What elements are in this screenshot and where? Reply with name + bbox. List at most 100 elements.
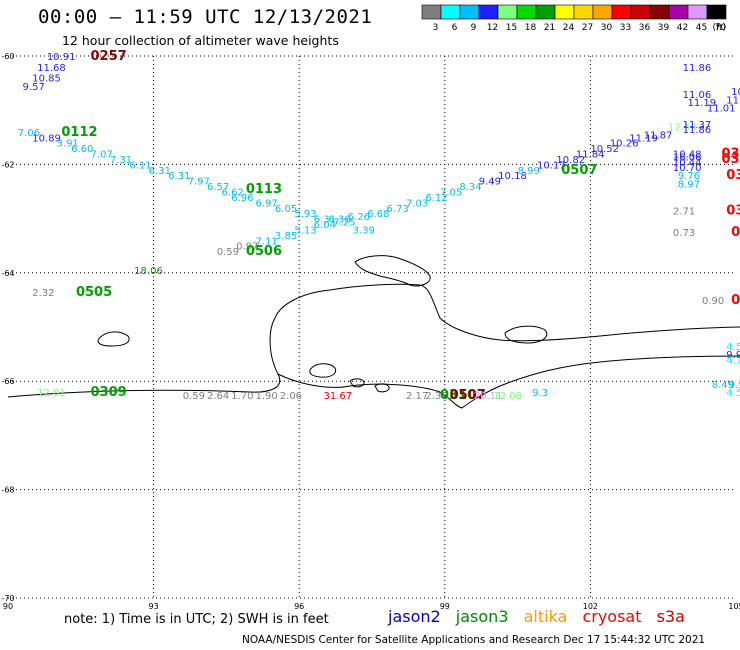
- wave-height-label: 7.05: [440, 188, 462, 199]
- color-bin-18: [516, 4, 537, 20]
- color-bin-label: 30: [601, 23, 613, 33]
- color-bin-label: 21: [544, 23, 555, 33]
- pass-time-label: 034: [726, 203, 740, 218]
- island-2: [504, 325, 548, 344]
- wave-height-label: 8.34: [459, 182, 481, 193]
- wave-height-label: 8.49: [712, 380, 734, 391]
- y-tick-label: -60: [1, 52, 14, 61]
- color-scale-unit: (ft): [712, 23, 726, 33]
- wave-height-label: 10.17: [537, 160, 566, 171]
- color-bin-label: 6: [452, 23, 458, 33]
- color-bin-label: 24: [563, 23, 575, 33]
- color-bin-6: [440, 4, 461, 20]
- color-bin-9: [459, 4, 480, 20]
- pass-time-label: 0112: [61, 125, 97, 140]
- wave-height-label: 7.97: [188, 177, 210, 188]
- color-bin-label: 15: [506, 23, 517, 33]
- color-bin-24: [554, 4, 575, 20]
- wave-height-label: 11.19: [629, 133, 658, 144]
- color-bin-21: [535, 4, 556, 20]
- color-bin-label: 36: [639, 23, 651, 33]
- wave-height-label: 7.31: [110, 155, 132, 166]
- chart-subtitle: 12 hour collection of altimeter wave hei…: [62, 33, 339, 48]
- color-bin-label: 33: [620, 23, 631, 33]
- color-bin-label: 39: [658, 23, 670, 33]
- wave-height-label: 10.48: [673, 150, 702, 161]
- pass-time-label: 0309: [91, 385, 127, 400]
- y-tick-label: -62: [1, 160, 14, 169]
- pass-time-label: 0348: [721, 152, 740, 167]
- wave-height-label: 0.59: [217, 247, 239, 258]
- wave-height-label: 2.32: [32, 288, 54, 299]
- wave-height-label: 9.3: [532, 388, 548, 399]
- wave-height-label: 20.11: [474, 391, 503, 402]
- wave-height-label: 6.11: [129, 160, 151, 171]
- color-bin-45: [687, 4, 708, 20]
- wave-height-label: 6.97: [256, 198, 278, 209]
- wave-height-label: 11.86: [683, 63, 712, 74]
- satellite-s3a: s3a: [656, 607, 685, 626]
- color-bin-36: [630, 4, 651, 20]
- wave-height-label: 16.06: [673, 152, 702, 163]
- wave-height-label: 11.29: [726, 95, 740, 106]
- wave-height-label: 1.70: [231, 391, 253, 402]
- wave-height-label: 6.26: [348, 212, 370, 223]
- wave-height-label: 9.97: [726, 350, 740, 361]
- satellite-jason2: jason2: [388, 607, 441, 626]
- wave-height-label: 6.60: [71, 144, 93, 155]
- wave-height-label: 6.05: [275, 204, 297, 215]
- pass-time-label: 0348: [726, 168, 740, 183]
- wave-height-label: 6.31: [149, 166, 171, 177]
- satellite-cryosat: cryosat: [582, 607, 642, 626]
- pass-time-label: 0257: [91, 49, 127, 64]
- wave-height-label: 7.03: [406, 198, 428, 209]
- wave-height-label: 9.57: [23, 82, 45, 93]
- island-1: [354, 255, 431, 287]
- color-bin-39: [649, 4, 670, 20]
- wave-height-label: 3.91: [57, 139, 79, 150]
- wave-height-label: 2.64: [207, 391, 229, 402]
- wave-height-label: 2.06: [280, 391, 302, 402]
- color-bin-label: 3: [433, 23, 439, 33]
- y-tick-label: -70: [1, 594, 14, 603]
- wave-height-label: 11.68: [37, 63, 66, 74]
- pass-time-label: 03: [731, 225, 740, 240]
- wave-height-label: 6.31: [168, 171, 190, 182]
- wave-height-label: 10.85: [32, 74, 61, 85]
- wave-height-label: 8.99: [518, 166, 540, 177]
- satellite-altika: altika: [523, 607, 568, 626]
- color-scale-legend: 3 6 9 12 15 18 21 24 27 30 33 36 39 42 45 70(ft): [421, 4, 726, 33]
- footer-note: note: 1) Time is in UTC; 2) SWH is in fe…: [64, 612, 329, 627]
- wave-height-label: 2.36: [425, 391, 447, 402]
- island-5: [349, 378, 365, 388]
- wave-height-label: 5.93: [294, 209, 316, 220]
- pass-time-label: 0507: [561, 163, 597, 178]
- pass-time-label: 0348: [721, 147, 740, 162]
- x-tick-label: 93: [149, 602, 159, 611]
- chart-title: 00:00 – 11:59 UTC 12/13/2021: [38, 6, 373, 28]
- wave-height-label: 3.39: [353, 225, 375, 236]
- wave-height-label: 12.53: [668, 122, 697, 133]
- wave-height-label: 0.97: [236, 242, 258, 253]
- wave-height-label: 4.5: [726, 388, 740, 399]
- wave-height-label: 9.76: [678, 171, 700, 182]
- wave-height-label: 10.70: [673, 163, 702, 174]
- wave-height-label: 7.07: [91, 150, 113, 161]
- wave-height-label: 7.25: [333, 217, 355, 228]
- color-bin-label: 18: [525, 23, 537, 33]
- wave-height-label: 4.78: [726, 356, 740, 367]
- color-bin-30: [592, 4, 613, 20]
- wave-height-label: 0.59: [183, 391, 205, 402]
- wave-height-label: 10.52: [590, 144, 619, 155]
- wave-height-label: 11.19: [687, 98, 716, 109]
- color-bin-label: 42: [677, 23, 688, 33]
- antarctic-coastline: [7, 255, 740, 409]
- wave-height-label: 11.86: [683, 125, 712, 136]
- color-bin-33: [611, 4, 632, 20]
- pass-time-label: 0: [731, 293, 740, 308]
- satellite-jason3: jason3: [455, 607, 509, 626]
- x-tick-label: 102: [583, 602, 598, 611]
- color-bin-label: 9: [471, 23, 477, 33]
